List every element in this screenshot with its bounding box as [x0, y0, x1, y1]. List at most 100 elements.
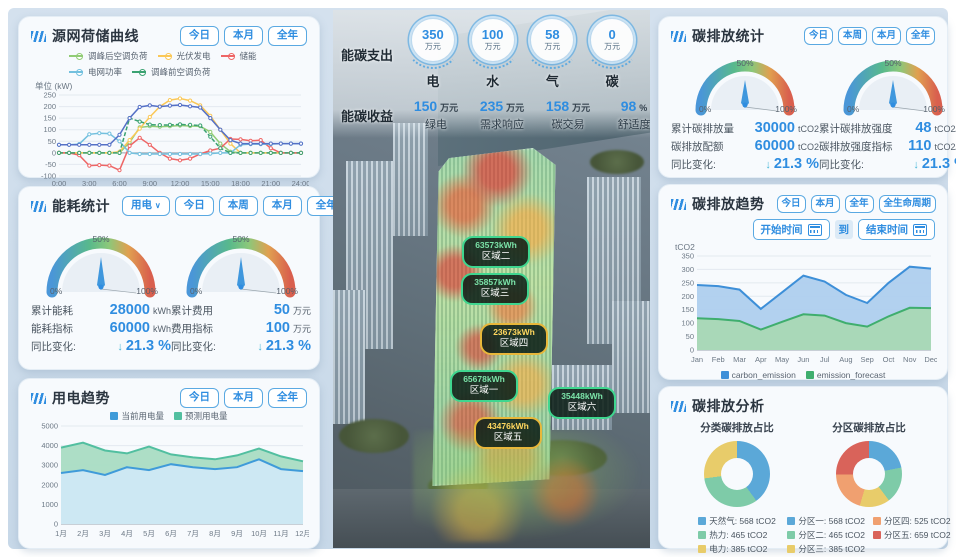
svg-text:-50: -50	[45, 160, 56, 169]
svg-text:2000: 2000	[41, 480, 58, 489]
panel-title: 碳排放分析	[692, 398, 765, 414]
legend-item[interactable]: carbon_emission	[720, 370, 796, 380]
panel-title-icon	[671, 30, 686, 42]
svg-text:250: 250	[681, 278, 694, 287]
zone-label: 65678kWh 区域一	[450, 370, 518, 403]
cost-gauge-block: 0% 50% 100% 累计费用 50 万元 费用指标 100 万元 同比变化: ↓ 21.…	[171, 226, 311, 354]
zone-donut-chart	[836, 441, 902, 507]
svg-text:7月: 7月	[187, 529, 199, 538]
svg-text:Aug: Aug	[839, 355, 852, 364]
today-button[interactable]: 今日	[803, 27, 833, 45]
donut-legend: 天然气: 568 tCO2 热力: 465 tCO2 电力: 385 tCO2	[698, 515, 776, 555]
svg-text:1000: 1000	[41, 500, 58, 509]
expense-label: 能碳支出	[341, 47, 394, 63]
stat-row: 累计碳排放量 30000 tCO2	[671, 120, 819, 136]
svg-text:Feb: Feb	[712, 355, 725, 364]
zone-label: 23673kWh 区域四	[480, 323, 548, 356]
panel-title-icon	[31, 392, 46, 404]
power-trend-chart: 0 1000 2000 3000 4000 5000 1月 2月 3月 4月 5月 6月 7月 8月 9月 1…	[41, 422, 311, 539]
legend-item[interactable]: 光伏发电	[157, 50, 211, 62]
svg-text:Mar: Mar	[733, 355, 746, 364]
panel-title-icon	[671, 198, 686, 210]
down-arrow-icon: ↓	[765, 159, 771, 171]
legend-item[interactable]: 分区二: 465 tCO2	[787, 529, 865, 541]
today-button[interactable]: 今日	[180, 388, 219, 408]
legend-item[interactable]: 电网功率	[69, 66, 122, 78]
legend-item[interactable]: 调峰后空调负荷	[69, 50, 148, 62]
legend-item[interactable]: 热力: 465 tCO2	[698, 529, 776, 541]
legend-item[interactable]: 预测用电量	[174, 410, 228, 422]
legend-item[interactable]: 储能	[220, 50, 257, 62]
svg-text:-100: -100	[41, 172, 56, 181]
legend-item[interactable]: 分区三: 385 tCO2	[787, 543, 865, 555]
svg-text:100: 100	[681, 319, 694, 328]
year-button[interactable]: 全年	[844, 195, 874, 213]
donut-title: 分区碳排放占比	[832, 422, 906, 434]
svg-text:11月: 11月	[273, 529, 288, 538]
stat-circle: 0 万元	[583, 18, 642, 69]
legend-item[interactable]: 分区四: 525 tCO2	[873, 515, 951, 527]
legend-item[interactable]: 分区五: 659 tCO2	[873, 529, 951, 541]
panel-power-trend: 用电趋势 今日 本月 全年 当前用电量 预测用电量 0 1000 2000 3000 40…	[18, 378, 320, 549]
stat-row: 同比变化:↓21.3 %	[671, 156, 819, 172]
category-donut-block: 分类碳排放占比 天然气: 568 tCO2 热力: 465 tCO2 电力: 385…	[671, 418, 803, 555]
legend-item[interactable]: 电力: 385 tCO2	[698, 543, 776, 555]
week-button[interactable]: 本周	[218, 196, 258, 216]
svg-text:300: 300	[681, 265, 694, 274]
svg-text:9:00: 9:00	[142, 179, 157, 188]
legend-item[interactable]: 天然气: 568 tCO2	[698, 515, 776, 527]
month-button[interactable]: 本月	[224, 26, 263, 46]
svg-text:Dec: Dec	[924, 355, 937, 364]
calendar-icon	[913, 223, 927, 236]
energy-type-dropdown[interactable]: 用电 ∨	[122, 196, 170, 216]
today-button[interactable]: 今日	[174, 196, 214, 216]
start-date-picker[interactable]: 开始时间	[752, 219, 830, 240]
svg-text:Oct: Oct	[883, 355, 896, 364]
svg-text:3000: 3000	[41, 461, 58, 470]
svg-text:18:00: 18:00	[231, 179, 250, 188]
down-arrow-icon: ↓	[913, 159, 919, 171]
year-button[interactable]: 全年	[268, 388, 307, 408]
year-button[interactable]: 全年	[905, 27, 935, 45]
month-button[interactable]: 本月	[810, 195, 840, 213]
month-button[interactable]: 本月	[871, 27, 901, 45]
today-button[interactable]: 今日	[180, 26, 219, 46]
svg-text:May: May	[775, 355, 789, 364]
income-item: 150 万元 绿电	[413, 98, 459, 131]
carbon-trend-chart: 0 50 100 150 200 250 300 350 Jan Feb Mar Apr May Jun J…	[681, 252, 937, 365]
legend-item[interactable]: 分区一: 568 tCO2	[787, 515, 865, 527]
gauge-tick: 100%	[775, 104, 797, 114]
income-item: 98% 舒适度	[617, 98, 651, 131]
panel-carbon-analysis: 碳排放分析 分类碳排放占比 天然气: 568 tCO2 热力: 465 tCO2 电…	[658, 386, 951, 554]
gauge-tick: 0%	[699, 104, 712, 114]
zone-donut-block: 分区碳排放占比 分区一: 568 tCO2 分区二: 465 tCO2 分区三: 3…	[787, 418, 951, 555]
end-date-picker[interactable]: 结束时间	[858, 219, 935, 240]
month-button[interactable]: 本月	[224, 388, 263, 408]
lifecycle-button[interactable]: 全生命周期	[878, 195, 937, 213]
stat-circle: 58 万元	[523, 18, 582, 69]
gauge-tick: 0%	[847, 104, 860, 114]
svg-text:200: 200	[43, 102, 56, 111]
year-button[interactable]: 全年	[268, 26, 307, 46]
svg-text:0: 0	[52, 148, 56, 157]
zone-label: 35448kWh 区域六	[548, 387, 616, 420]
legend-item[interactable]: 当前用电量	[110, 410, 164, 422]
expense-item: 0 万元 碳	[583, 18, 642, 90]
panel-carbon-trend: 碳排放趋势 今日 本月 全年 全生命周期 开始时间 到 结束时间 tCO2 0 5…	[658, 184, 948, 380]
panel-title: 用电趋势	[52, 390, 110, 406]
legend-item[interactable]: emission_forecast	[805, 370, 885, 380]
svg-text:24:00: 24:00	[292, 179, 309, 188]
svg-text:1月: 1月	[55, 529, 67, 538]
svg-text:Jan: Jan	[691, 355, 703, 364]
month-button[interactable]: 本月	[262, 196, 302, 216]
gauge-tick: 100%	[923, 104, 945, 114]
today-button[interactable]: 今日	[776, 195, 806, 213]
svg-text:8月: 8月	[209, 529, 221, 538]
svg-text:9月: 9月	[231, 529, 243, 538]
legend-item[interactable]: 调峰前空调负荷	[132, 66, 211, 78]
week-button[interactable]: 本周	[837, 27, 867, 45]
svg-text:0:00: 0:00	[52, 179, 67, 188]
svg-text:12:00: 12:00	[171, 179, 190, 188]
